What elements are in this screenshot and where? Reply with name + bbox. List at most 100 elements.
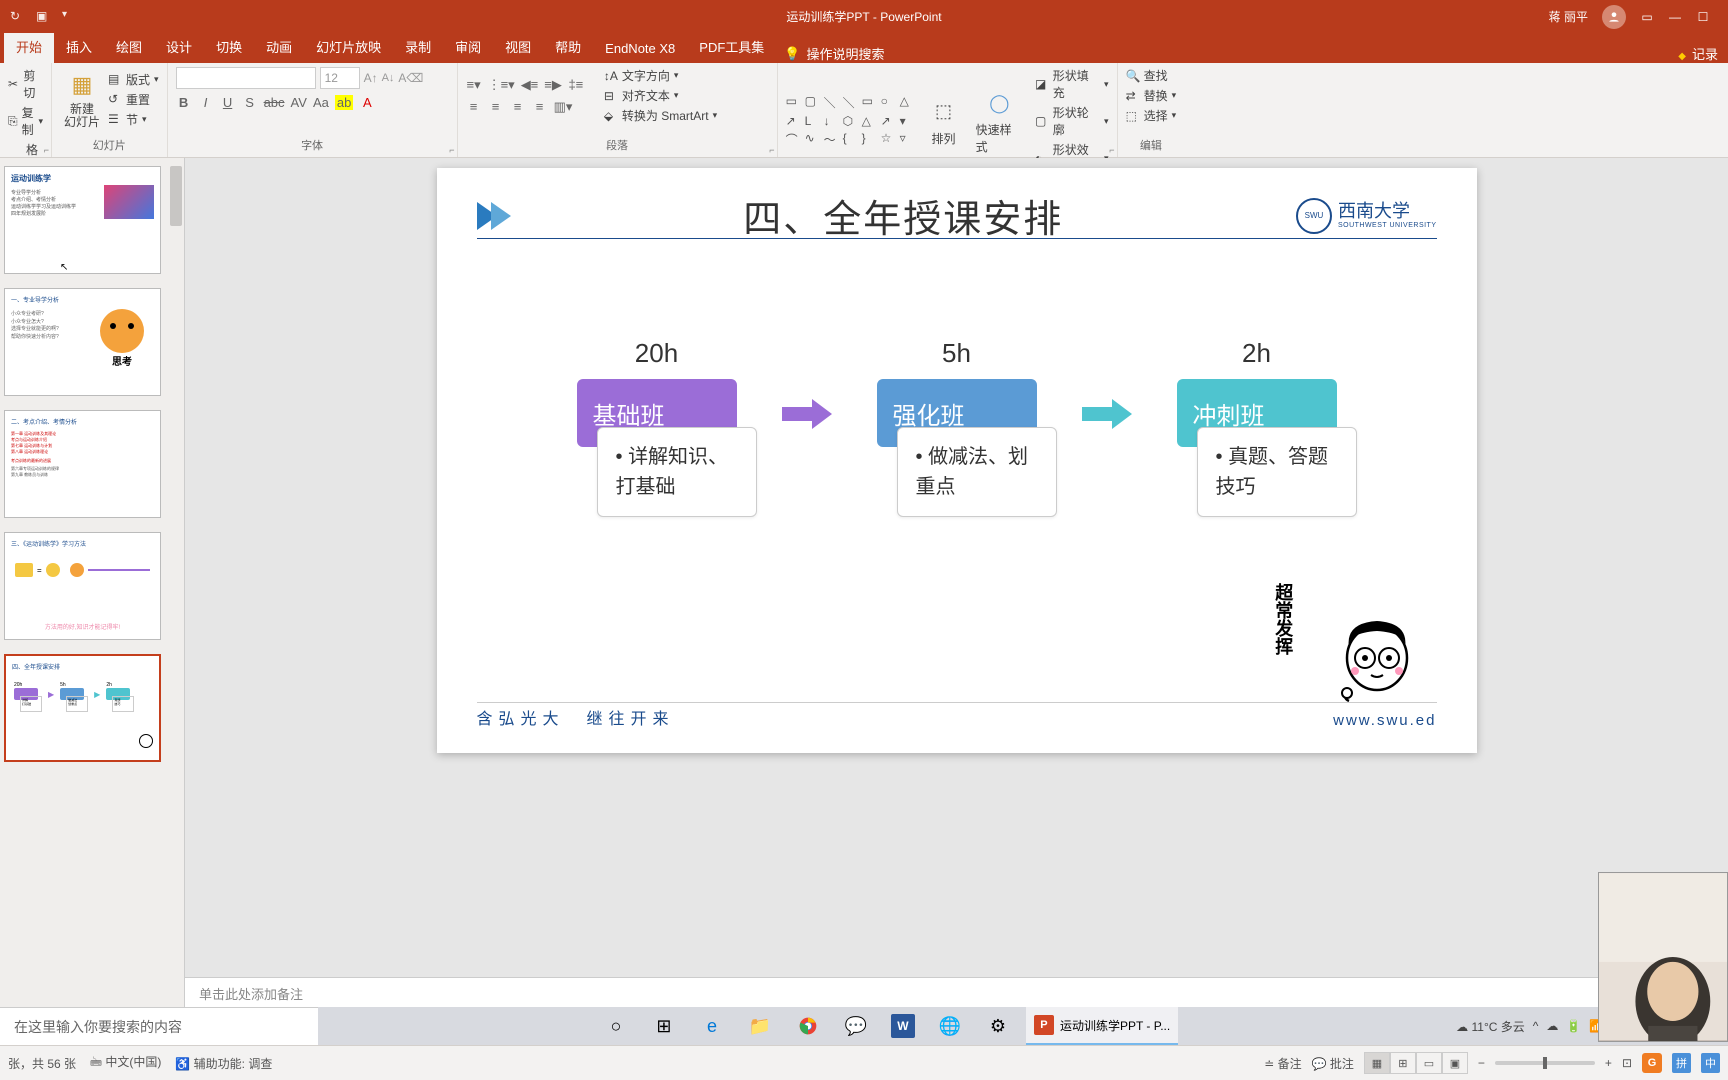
text-direction-button[interactable]: ↕A文字方向▾ [604,67,717,84]
align-text-button[interactable]: ⊟对齐文本▾ [604,87,717,104]
chrome-icon[interactable] [788,1007,828,1045]
cortana-icon[interactable]: ○ [596,1007,636,1045]
shadow-button[interactable]: S [242,95,258,110]
shapes-gallery[interactable]: ▭▢＼＼▭○△ ↗L↓⬡△↗▾ ⌒∿〜{}☆▿ [786,94,916,148]
comments-button[interactable]: 💬 批注 [1312,1055,1354,1072]
tab-insert[interactable]: 插入 [54,31,104,63]
zoom-in-button[interactable]: + [1605,1056,1612,1070]
indent-inc-button[interactable]: ≡▶ [544,77,562,93]
accessibility-label[interactable]: ♿ 辅助功能: 调查 [175,1055,272,1072]
find-button[interactable]: 🔍查找 [1126,67,1177,84]
tab-view[interactable]: 视图 [493,31,543,63]
convert-smartart-button[interactable]: ⬙转换为 SmartArt▾ [604,107,717,124]
tab-pdf[interactable]: PDF工具集 [687,31,776,63]
user-avatar-icon[interactable] [1602,5,1626,29]
cut-button[interactable]: ✂剪切 [8,67,43,101]
para-launcher-icon[interactable]: ⌐ [769,145,774,155]
slide-thumb-5[interactable]: 四、全年授课安排 20h详解打基础 ▶ 5h做减法划重点 ▶ 2h真题技巧 [4,654,161,762]
font-launcher-icon[interactable]: ⌐ [449,145,454,155]
tab-animations[interactable]: 动画 [254,31,304,63]
tab-home[interactable]: 开始 [4,31,54,63]
replace-button[interactable]: ⇄替换▾ [1126,87,1177,104]
select-button[interactable]: ⬚选择▾ [1126,107,1177,124]
numbering-button[interactable]: ⋮≡▾ [488,77,515,93]
clipboard-launcher-icon[interactable]: ⌐ [44,145,49,155]
taskview-icon[interactable]: ⊞ [644,1007,684,1045]
tab-draw[interactable]: 绘图 [104,31,154,63]
word-icon[interactable]: W [891,1014,915,1038]
normal-view-button[interactable]: ▦ [1364,1052,1390,1074]
font-color-button[interactable]: A [359,95,375,110]
battery-icon[interactable]: 🔋 [1566,1019,1581,1033]
notes-button[interactable]: ≐ 备注 [1264,1055,1301,1072]
edge-legacy-icon[interactable]: e [692,1007,732,1045]
tab-design[interactable]: 设计 [154,31,204,63]
explorer-icon[interactable]: 📁 [740,1007,780,1045]
section-button[interactable]: ☰节▾ [108,111,159,128]
notes-pane[interactable]: 单击此处添加备注 [185,977,1728,1007]
edge-icon[interactable]: 🌐 [930,1007,970,1045]
spacing-button[interactable]: AV [291,95,307,110]
weather-widget[interactable]: ☁ 11°C 多云 [1456,1018,1525,1035]
align-center-button[interactable]: ≡ [488,99,504,114]
onedrive-icon[interactable]: ☁ [1546,1019,1558,1033]
tab-endnote[interactable]: EndNote X8 [593,35,687,63]
record-label[interactable]: 记录 [1692,47,1718,62]
tab-record[interactable]: 录制 [393,31,443,63]
zoom-slider[interactable] [1495,1061,1595,1065]
reading-view-button[interactable]: ▭ [1416,1052,1442,1074]
strike-button[interactable]: abc [264,95,285,110]
slideshow-view-button[interactable]: ▣ [1442,1052,1468,1074]
align-justify-button[interactable]: ≡ [532,99,548,114]
present-icon[interactable]: ▣ [36,9,52,25]
layout-button[interactable]: ▤版式▾ [108,71,159,88]
slide-thumb-1[interactable]: 运动训练学 专业导学分析考点介绍、考情分析运动训练学学习及运动训练学四年规划发展… [4,166,161,274]
thumb-scrollbar[interactable] [168,158,184,1007]
increase-font-icon[interactable]: A↑ [364,71,378,85]
slide-canvas[interactable]: 四、全年授课安排 SWU 西南大学 SOUTHWEST UNIVERSITY 2… [437,168,1477,753]
slide-thumb-2[interactable]: 一、专业导学分析 思考 小众专业考研?小众专业怎大?选择专业就能更的啊?帮助你快… [4,288,161,396]
tab-help[interactable]: 帮助 [543,31,593,63]
language-label[interactable]: 🖮 中文(中国) [90,1053,161,1074]
columns-button[interactable]: ▥▾ [554,99,573,115]
thumbnail-pane[interactable]: 运动训练学 专业导学分析考点介绍、考情分析运动训练学学习及运动训练学四年规划发展… [0,158,185,1007]
indent-dec-button[interactable]: ◀≡ [521,77,539,93]
windows-search-input[interactable]: 在这里输入你要搜索的内容 [0,1007,318,1045]
ribbon-display-icon[interactable]: ▭ [1640,10,1654,24]
arrange-button[interactable]: ⬚排列 [924,94,964,149]
bullets-button[interactable]: ≡▾ [466,77,482,93]
shape-fill-button[interactable]: ◪形状填充▾ [1035,67,1109,101]
tab-slideshow[interactable]: 幻灯片放映 [304,31,393,63]
underline-button[interactable]: U [220,95,236,110]
align-left-button[interactable]: ≡ [466,99,482,114]
highlight-button[interactable]: ab [335,95,353,110]
decrease-font-icon[interactable]: A↓ [382,72,395,84]
reset-button[interactable]: ↺重置 [108,91,159,108]
ime-indicator-3[interactable]: 中 [1701,1053,1720,1073]
fit-window-button[interactable]: ⊡ [1622,1056,1632,1070]
powerpoint-task[interactable]: P 运动训练学PPT - P... [1026,1007,1178,1045]
sorter-view-button[interactable]: ⊞ [1390,1052,1416,1074]
tab-transitions[interactable]: 切换 [204,31,254,63]
italic-button[interactable]: I [198,95,214,110]
tellme-input[interactable]: 操作说明搜索 [806,44,884,63]
quick-styles-button[interactable]: ◯快速样式 [972,85,1027,157]
copy-button[interactable]: ⎘复制▾ [8,104,43,138]
zoom-out-button[interactable]: − [1478,1056,1485,1070]
font-name-input[interactable] [176,67,316,89]
wechat-icon[interactable]: 💬 [836,1007,876,1045]
bold-button[interactable]: B [176,95,192,110]
tab-review[interactable]: 审阅 [443,31,493,63]
clear-format-icon[interactable]: A⌫ [398,71,423,85]
line-spacing-button[interactable]: ‡≡ [568,77,584,92]
qat-more-icon[interactable]: ▾ [62,9,78,25]
draw-launcher-icon[interactable]: ⌐ [1109,145,1114,155]
slide-thumb-4[interactable]: 三、《运动训练学》学习方法 = 方法用的好,知识才能记得牢! [4,532,161,640]
font-size-input[interactable] [320,67,360,89]
maximize-icon[interactable]: ☐ [1696,10,1710,24]
settings-icon[interactable]: ⚙ [978,1007,1018,1045]
ime-indicator-2[interactable]: 拼 [1672,1053,1691,1073]
shape-outline-button[interactable]: ▢形状轮廓▾ [1035,104,1109,138]
tray-up-icon[interactable]: ^ [1533,1019,1539,1033]
ime-indicator-1[interactable]: G [1642,1053,1662,1073]
